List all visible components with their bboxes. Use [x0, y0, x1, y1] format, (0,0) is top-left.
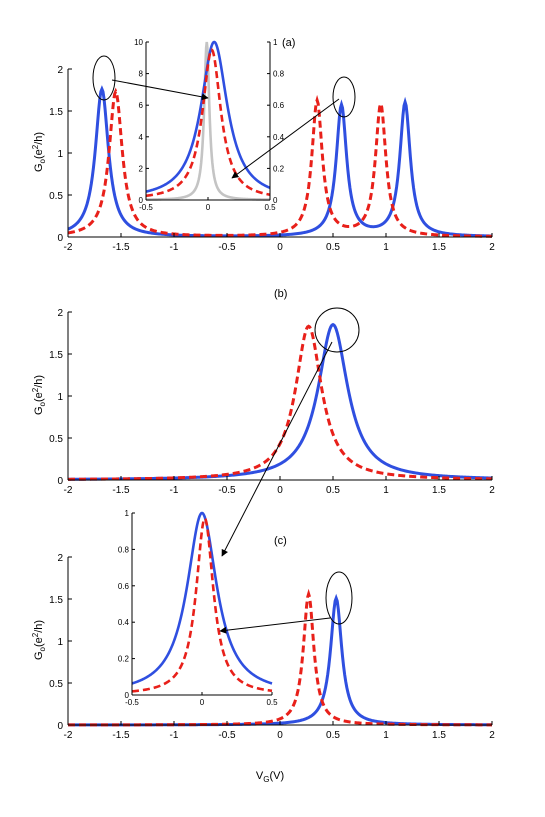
arrow [231, 98, 340, 179]
inset-y-tick-label: 10 [134, 38, 143, 47]
inset-right-tick-label: 0.6 [273, 101, 285, 110]
highlight-circle [92, 55, 116, 101]
y-tick-label: 2 [57, 65, 63, 76]
x-tick-label: 1 [383, 242, 389, 253]
panel-c-label: (c) [274, 535, 287, 547]
x-tick-label: 0.5 [326, 730, 340, 741]
inset-y-tick-label: 6 [139, 101, 144, 110]
inset-y-tick-label: 0 [139, 196, 144, 205]
x-tick-label: -0.5 [218, 730, 236, 741]
svg-text:Go(e2/h): Go(e2/h) [31, 132, 47, 172]
inset-x-tick-label: 0 [200, 698, 205, 707]
inset-y-tick-label: 4 [139, 133, 144, 142]
xlabel: VG(V) [256, 770, 284, 784]
y-tick-label: 0 [57, 476, 63, 487]
y-tick-label: 1 [57, 637, 63, 648]
x-tick-label: -2 [64, 730, 73, 741]
x-tick-label: -1 [170, 730, 179, 741]
panel-b: -2 -1.5 -1 -0.5 0 0.5 1 1.5 2 0 0.5 1 1.5 2 [49, 308, 495, 496]
y-tick-label: 1.5 [49, 595, 63, 606]
ylabel-c: Go(e2/h) [31, 620, 47, 660]
inset-y-tick-label: 0.2 [118, 655, 130, 664]
panel-b-label: (b) [274, 288, 287, 300]
x-tick-label: -1.5 [112, 485, 130, 496]
x-tick-label: 1.5 [432, 730, 446, 741]
inset-series-solid-blue [131, 511, 273, 685]
inset-y-tick-label: 8 [139, 70, 144, 79]
arrow [219, 617, 331, 634]
x-tick-label: 1 [383, 485, 389, 496]
inset-y-tick-label: 0 [125, 691, 130, 700]
inset-x-tick-label: 0.5 [264, 203, 276, 212]
highlight-circle [325, 571, 353, 625]
series-dashed-red [68, 324, 493, 481]
annotations [92, 55, 360, 634]
panel-a: -2 -1.5 -1 -0.5 0 0.5 1 1.5 200.511.52 [49, 65, 495, 253]
y-tick-label: 0.5 [49, 434, 63, 445]
inset-x-tick-label: 0 [206, 203, 211, 212]
y-tick-label: 1.5 [49, 107, 63, 118]
series-dashed-red [67, 87, 493, 238]
x-tick-label: 0 [277, 485, 283, 496]
arrow [111, 79, 209, 101]
inset-c: -0.5 0 0.500.20.40.60.81 [118, 509, 278, 707]
inset-series-dashed-red [131, 516, 273, 693]
highlight-circle [314, 307, 360, 353]
highlight-circle [332, 76, 356, 118]
inset-y-tick-label: 1 [125, 509, 130, 518]
x-tick-label: 1 [383, 730, 389, 741]
inset-right-tick-label: 0.2 [273, 164, 285, 173]
x-tick-label: 2 [489, 485, 495, 496]
inset-series-dashed-red [145, 48, 271, 198]
x-tick-label: 0 [277, 730, 283, 741]
inset-y-tick-label: 2 [139, 164, 144, 173]
x-tick-label: 2 [489, 730, 495, 741]
inset-y-tick-label: 0.6 [118, 582, 130, 591]
inset-series-solid-blue [145, 40, 271, 193]
x-tick-label: -1 [170, 242, 179, 253]
panel-c: -2 -1.5 -1 -0.5 0 0.5 1 1.5 200.511.52 [49, 553, 495, 741]
series-solid-blue [68, 322, 493, 481]
y-tick-label: 0 [57, 721, 63, 732]
panel-a-label: (a) [282, 37, 295, 49]
x-tick-label: -0.5 [218, 485, 236, 496]
inset-y-tick-label: 0.4 [118, 618, 130, 627]
inset-right-tick-label: 0 [273, 196, 278, 205]
inset-x-tick-label: -0.5 [125, 698, 139, 707]
x-tick-label: 1.5 [432, 242, 446, 253]
x-tick-label: 0 [277, 242, 283, 253]
inset-right-tick-label: 1 [273, 38, 278, 47]
y-tick-label: 0.5 [49, 679, 63, 690]
ylabel-a: Go(e2/h) [31, 132, 47, 172]
inset-y-tick-label: 0.8 [118, 545, 130, 554]
x-tick-label: 0.5 [326, 242, 340, 253]
y-tick-label: 1.5 [49, 350, 63, 361]
inset-x-tick-label: -0.5 [139, 203, 153, 212]
svg-text:Go(e2/h): Go(e2/h) [31, 620, 47, 660]
inset-right-tick-label: 0.8 [273, 70, 285, 79]
inset-x-tick-label: 0.5 [266, 698, 278, 707]
x-tick-label: 2 [489, 242, 495, 253]
y-tick-label: 0.5 [49, 191, 63, 202]
x-tick-label: -1.5 [112, 730, 130, 741]
x-tick-label: 1.5 [432, 485, 446, 496]
y-tick-label: 1 [57, 149, 63, 160]
ylabel-b: Go(e2/h) [31, 375, 47, 415]
y-tick-label: 1 [57, 392, 63, 403]
inset-right-tick-label: 0.4 [273, 133, 285, 142]
series-solid-blue [67, 85, 493, 238]
x-tick-label: 0.5 [326, 485, 340, 496]
x-tick-label: -2 [64, 485, 73, 496]
y-tick-label: 2 [57, 553, 63, 564]
arrow [221, 341, 333, 557]
svg-text:Go(e2/h): Go(e2/h) [31, 375, 47, 415]
x-tick-label: -1.5 [112, 242, 130, 253]
y-tick-label: 2 [57, 308, 63, 319]
x-tick-label: -1 [170, 485, 179, 496]
x-tick-label: -2 [64, 242, 73, 253]
x-tick-label: -0.5 [218, 242, 236, 253]
y-tick-label: 0 [57, 233, 63, 244]
